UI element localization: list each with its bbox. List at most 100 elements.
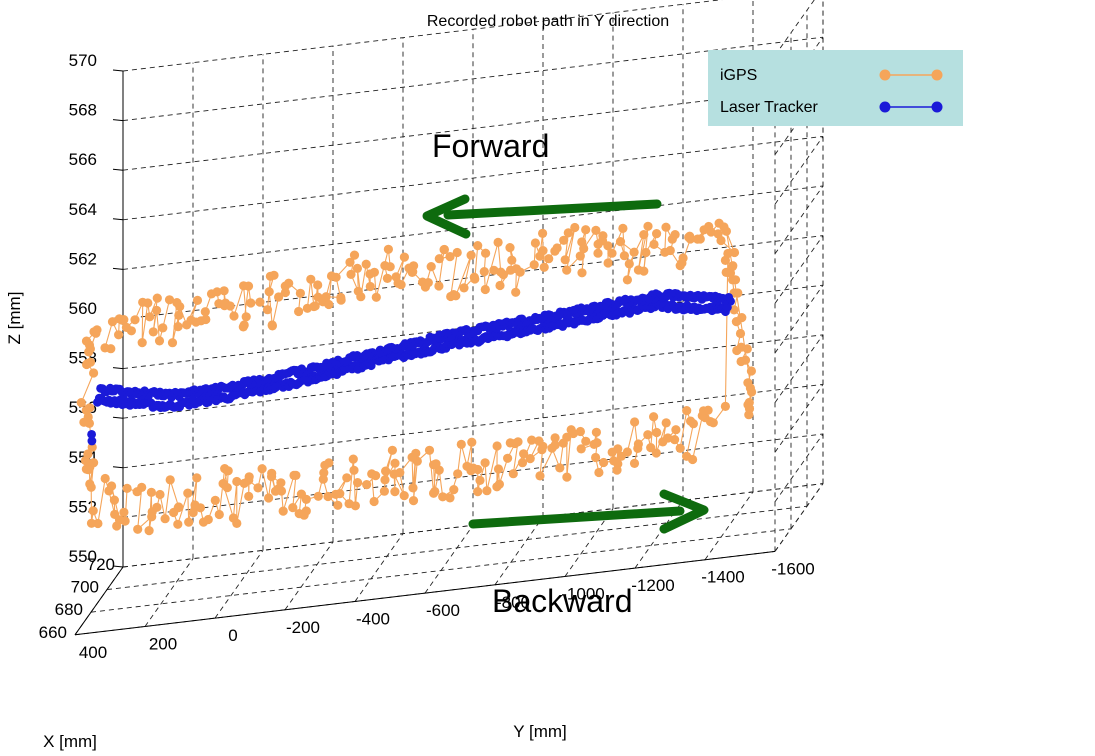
igps-point (333, 500, 343, 510)
chart-title: Recorded robot path in Y direction (427, 13, 669, 30)
igps-point (566, 425, 576, 435)
igps-point (534, 436, 544, 446)
grid-line (774, 0, 815, 56)
igps-point (539, 262, 549, 272)
y-axis-label: Y [mm] (513, 722, 567, 741)
igps-point (495, 280, 505, 291)
y-tick-label: -400 (356, 609, 390, 628)
legend-marker-igps-end (931, 69, 943, 81)
igps-point (244, 491, 254, 501)
igps-point (353, 478, 363, 488)
igps-point (192, 295, 203, 305)
igps-point (122, 483, 132, 493)
igps-point (174, 310, 184, 320)
igps-point (225, 301, 235, 311)
igps-point (591, 452, 601, 463)
grid-line (122, 383, 824, 469)
igps-point (507, 255, 517, 265)
grid-line (774, 483, 824, 552)
igps-point (675, 443, 685, 453)
laser-tracker-point (87, 436, 97, 446)
igps-point (735, 328, 746, 339)
igps-point (76, 398, 86, 408)
igps-point (270, 486, 281, 496)
igps-point (86, 518, 97, 528)
igps-point (562, 265, 572, 275)
igps-point (294, 306, 304, 317)
igps-point (633, 443, 643, 453)
y-tick-label: -600 (426, 601, 460, 620)
igps-point (117, 315, 127, 325)
igps-point (737, 313, 747, 323)
grid-line (634, 500, 684, 569)
igps-point (732, 345, 742, 356)
igps-point (296, 489, 306, 499)
igps-point (152, 293, 162, 303)
z-tick-mark (112, 367, 124, 370)
igps-point (313, 491, 323, 501)
z-tick-label: 550 (69, 547, 97, 566)
igps-point (473, 241, 483, 251)
z-tick-mark (112, 416, 124, 419)
y-tick-label: -1200 (631, 576, 674, 595)
igps-point (232, 476, 242, 487)
igps-point (212, 287, 222, 297)
igps-point (239, 478, 249, 488)
grid-line (122, 185, 824, 270)
igps-point (594, 467, 604, 478)
z-tick-mark (112, 565, 124, 568)
igps-point (83, 465, 93, 475)
igps-point (445, 493, 455, 503)
y-tick-label: -800 (496, 593, 530, 612)
igps-point (173, 322, 183, 332)
grid-line (774, 185, 824, 255)
igps-point (371, 471, 381, 481)
igps-point (505, 243, 515, 253)
igps-point (381, 466, 391, 476)
x-tick-label: 720 (87, 555, 115, 574)
igps-point (246, 298, 256, 308)
igps-point (365, 281, 375, 292)
igps-point (607, 248, 617, 258)
igps-point (175, 302, 185, 312)
direction-arrows (422, 194, 709, 534)
igps-point (558, 438, 568, 448)
backward-annotation: Backward (492, 583, 633, 619)
igps-point (352, 263, 362, 273)
igps-point (85, 479, 95, 489)
igps-point (100, 343, 110, 353)
igps-point (527, 435, 537, 445)
igps-point (473, 487, 483, 497)
igps-point (109, 495, 119, 505)
igps-point (361, 259, 371, 269)
igps-point (399, 252, 409, 262)
igps-point (721, 267, 731, 277)
igps-point (643, 430, 653, 440)
igps-point (420, 282, 430, 292)
grid-line (122, 86, 824, 171)
igps-point (346, 269, 356, 279)
igps-point (503, 453, 513, 463)
igps-point (658, 437, 668, 447)
igps-point (380, 475, 390, 485)
igps-point (119, 507, 129, 517)
igps-point (508, 469, 518, 479)
igps-point (288, 503, 298, 513)
igps-point (145, 312, 155, 322)
igps-point (345, 257, 355, 267)
igps-point (480, 284, 490, 295)
igps-point (214, 509, 224, 520)
igps-point (695, 234, 705, 244)
z-tick-mark (112, 69, 124, 72)
igps-point (371, 292, 381, 302)
igps-point (369, 496, 379, 507)
igps-point (323, 491, 333, 502)
igps-point (652, 427, 662, 438)
y-tick-label: -1400 (701, 568, 744, 587)
igps-point (132, 487, 142, 497)
igps-point (510, 438, 520, 449)
igps-point (661, 418, 671, 428)
igps-point (429, 488, 439, 498)
igps-point (646, 443, 656, 453)
z-tick-mark (112, 218, 124, 221)
